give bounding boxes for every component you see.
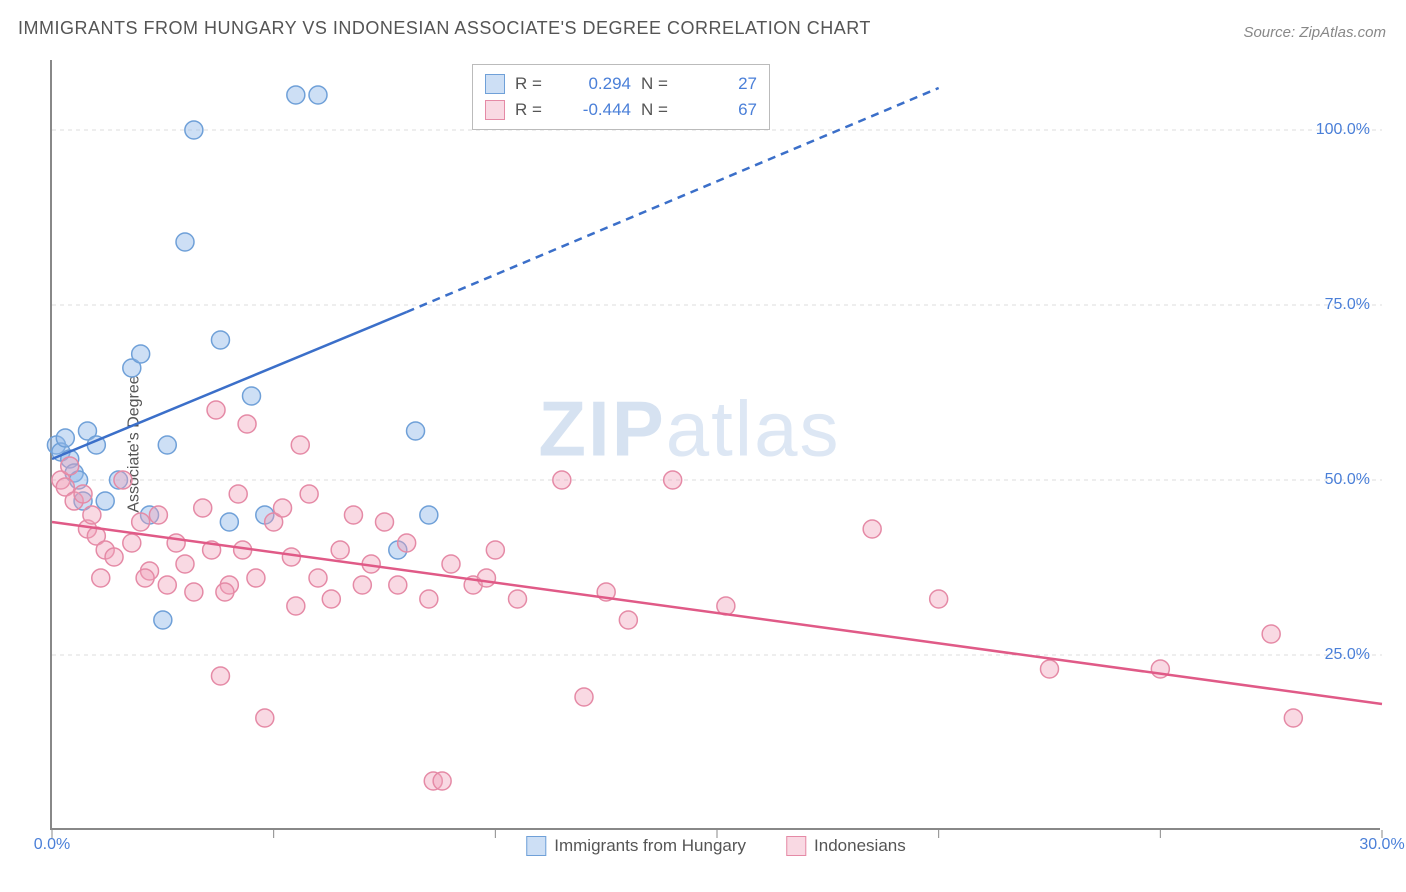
plot-area: Associate's Degree ZIPatlas 25.0%50.0%75… <box>50 60 1380 830</box>
r-value-series1: 0.294 <box>561 71 631 97</box>
data-point <box>309 569 327 587</box>
legend-row-series2: R = -0.444 N = 67 <box>485 97 757 123</box>
data-point <box>176 555 194 573</box>
data-point <box>486 541 504 559</box>
data-point <box>509 590 527 608</box>
legend-item-series1: Immigrants from Hungary <box>526 836 746 856</box>
data-point <box>92 569 110 587</box>
data-point <box>389 576 407 594</box>
data-point <box>74 485 92 503</box>
data-point <box>247 569 265 587</box>
data-point <box>176 233 194 251</box>
data-point <box>1284 709 1302 727</box>
legend-item-series2: Indonesians <box>786 836 906 856</box>
swatch-series2 <box>485 100 505 120</box>
data-point <box>930 590 948 608</box>
y-tick-label: 75.0% <box>1325 296 1370 314</box>
y-tick-label: 50.0% <box>1325 471 1370 489</box>
data-point <box>287 597 305 615</box>
data-point <box>331 541 349 559</box>
data-point <box>309 86 327 104</box>
data-point <box>185 121 203 139</box>
data-point <box>243 387 261 405</box>
data-point <box>207 401 225 419</box>
data-point <box>420 590 438 608</box>
n-label: N = <box>641 97 677 123</box>
data-point <box>132 513 150 531</box>
data-point <box>194 499 212 517</box>
legend-row-series1: R = 0.294 N = 27 <box>485 71 757 97</box>
chart-svg <box>52 60 1380 828</box>
legend-label-series1: Immigrants from Hungary <box>554 836 746 856</box>
data-point <box>167 534 185 552</box>
data-point <box>216 583 234 601</box>
n-label: N = <box>641 71 677 97</box>
data-point <box>287 86 305 104</box>
source-credit: Source: ZipAtlas.com <box>1243 24 1386 41</box>
data-point <box>83 506 101 524</box>
data-point <box>132 345 150 363</box>
data-point <box>56 429 74 447</box>
data-point <box>442 555 460 573</box>
n-value-series1: 27 <box>687 71 757 97</box>
data-point <box>477 569 495 587</box>
series-legend: Immigrants from Hungary Indonesians <box>526 836 905 856</box>
data-point <box>863 520 881 538</box>
r-value-series2: -0.444 <box>561 97 631 123</box>
data-point <box>433 772 451 790</box>
data-point <box>619 611 637 629</box>
y-tick-label: 100.0% <box>1316 121 1370 139</box>
chart-title: IMMIGRANTS FROM HUNGARY VS INDONESIAN AS… <box>18 18 871 39</box>
data-point <box>274 499 292 517</box>
data-point <box>344 506 362 524</box>
n-value-series2: 67 <box>687 97 757 123</box>
data-point <box>353 576 371 594</box>
data-point <box>158 436 176 454</box>
data-point <box>114 471 132 489</box>
data-point <box>123 534 141 552</box>
data-point <box>300 485 318 503</box>
data-point <box>553 471 571 489</box>
data-point <box>158 576 176 594</box>
data-point <box>211 667 229 685</box>
data-point <box>376 513 394 531</box>
data-point <box>96 492 114 510</box>
data-point <box>61 457 79 475</box>
data-point <box>136 569 154 587</box>
data-point <box>664 471 682 489</box>
data-point <box>575 688 593 706</box>
data-point <box>220 513 238 531</box>
data-point <box>291 436 309 454</box>
data-point <box>407 422 425 440</box>
data-point <box>322 590 340 608</box>
r-label: R = <box>515 71 551 97</box>
correlation-legend: R = 0.294 N = 27 R = -0.444 N = 67 <box>472 64 770 130</box>
r-label: R = <box>515 97 551 123</box>
data-point <box>185 583 203 601</box>
x-tick-label: 30.0% <box>1359 836 1404 854</box>
trend-line <box>52 312 407 459</box>
data-point <box>420 506 438 524</box>
data-point <box>154 611 172 629</box>
swatch-series1 <box>526 836 546 856</box>
data-point <box>256 709 274 727</box>
data-point <box>105 548 123 566</box>
legend-label-series2: Indonesians <box>814 836 906 856</box>
trend-line <box>52 522 1382 704</box>
swatch-series2 <box>786 836 806 856</box>
x-tick-label: 0.0% <box>34 836 70 854</box>
swatch-series1 <box>485 74 505 94</box>
data-point <box>1262 625 1280 643</box>
data-point <box>211 331 229 349</box>
data-point <box>149 506 167 524</box>
y-tick-label: 25.0% <box>1325 646 1370 664</box>
data-point <box>398 534 416 552</box>
data-point <box>282 548 300 566</box>
data-point <box>1041 660 1059 678</box>
data-point <box>238 415 256 433</box>
data-point <box>229 485 247 503</box>
